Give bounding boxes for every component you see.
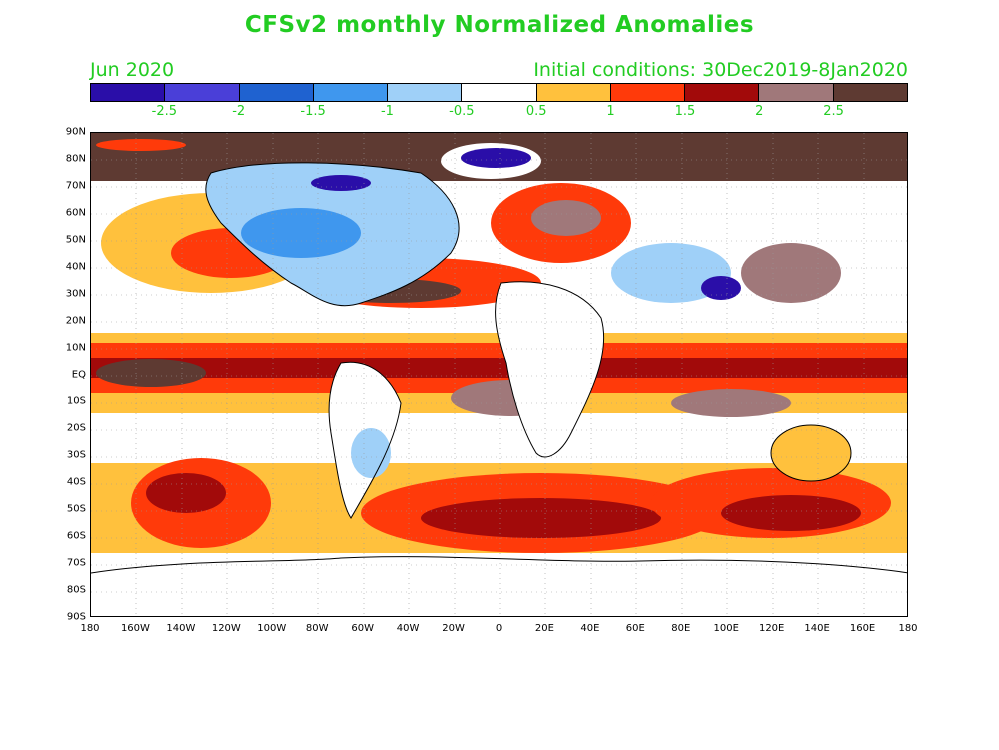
color-legend (90, 83, 908, 102)
legend-swatch (535, 84, 610, 101)
lon-label: 160E (849, 623, 876, 634)
lon-label: 140W (166, 623, 196, 634)
lon-label: 60E (625, 623, 645, 634)
chart-title: CFSv2 monthly Normalized Anomalies (244, 12, 755, 38)
lon-label: 0 (495, 623, 503, 634)
legend-label: -2.5 (151, 104, 178, 119)
initial-conditions: Initial conditions: 30Dec2019-8Jan2020 (533, 59, 908, 81)
lon-label: 100W (257, 623, 287, 634)
lat-label: 90N (65, 126, 86, 138)
lat-label: 20N (65, 315, 86, 327)
lat-label: 60S (66, 530, 86, 542)
lat-label: 80S (66, 584, 86, 596)
lon-label: 20W (442, 623, 465, 634)
lon-label: 100E (713, 623, 739, 634)
lat-label: 20S (66, 422, 86, 434)
anomaly-field (91, 133, 907, 616)
lon-label: 180 (80, 623, 100, 634)
lat-label: 50S (66, 503, 86, 515)
coastlines (91, 162, 907, 574)
gridlines (91, 133, 907, 616)
legend-swatch (387, 84, 462, 101)
legend-label: -1.5 (300, 104, 326, 119)
lon-label: 80E (671, 623, 691, 634)
legend-label: 1.5 (674, 104, 696, 119)
legend-swatch (238, 84, 313, 101)
legend-labels: -2.5 -2 -1.5 -1 -0.5 0.5 1 1.5 2 2.5 (90, 104, 908, 120)
lon-label: 60W (351, 623, 374, 634)
lat-label: 90S (66, 611, 86, 623)
lon-label: 20E (534, 623, 554, 634)
legend-swatch (91, 84, 165, 101)
lat-label: 50N (65, 234, 86, 246)
lon-label: 40W (396, 623, 420, 634)
anomaly-map (90, 132, 908, 617)
legend-label: 1 (606, 104, 615, 119)
legend-label: -0.5 (449, 104, 475, 119)
lat-label: 30N (65, 288, 86, 300)
lon-label: 120E (758, 623, 785, 634)
lat-label: 40N (65, 261, 86, 273)
legend-swatch (461, 84, 536, 101)
lat-label: 10S (66, 395, 86, 407)
legend-label: 2 (755, 104, 764, 119)
lon-label: 80W (305, 623, 329, 634)
lon-label: 180 (898, 623, 918, 634)
lat-label: 40S (66, 476, 86, 488)
lat-label: EQ (71, 369, 86, 380)
legend-swatch (684, 84, 759, 101)
legend-label: 0.5 (525, 104, 547, 119)
legend-swatch (758, 84, 833, 101)
legend-label: -1 (380, 104, 394, 119)
lon-label: 120W (211, 623, 241, 634)
lat-label: 30S (66, 449, 86, 461)
lon-label: 160W (120, 623, 150, 634)
legend-swatch (832, 84, 907, 101)
legend-swatch (164, 84, 239, 101)
legend-label: -2 (232, 104, 246, 119)
lat-label: 70N (65, 180, 86, 192)
lat-label: 10N (65, 342, 86, 354)
lon-label: 40E (580, 623, 600, 634)
forecast-month: Jun 2020 (90, 59, 175, 81)
legend-swatch (609, 84, 685, 101)
lon-label: 140E (804, 623, 830, 634)
lat-label: 70S (66, 557, 86, 569)
lat-label: 80N (65, 153, 86, 165)
legend-swatch (312, 84, 388, 101)
lat-label: 60N (65, 207, 86, 219)
legend-label: 2.5 (823, 104, 844, 119)
